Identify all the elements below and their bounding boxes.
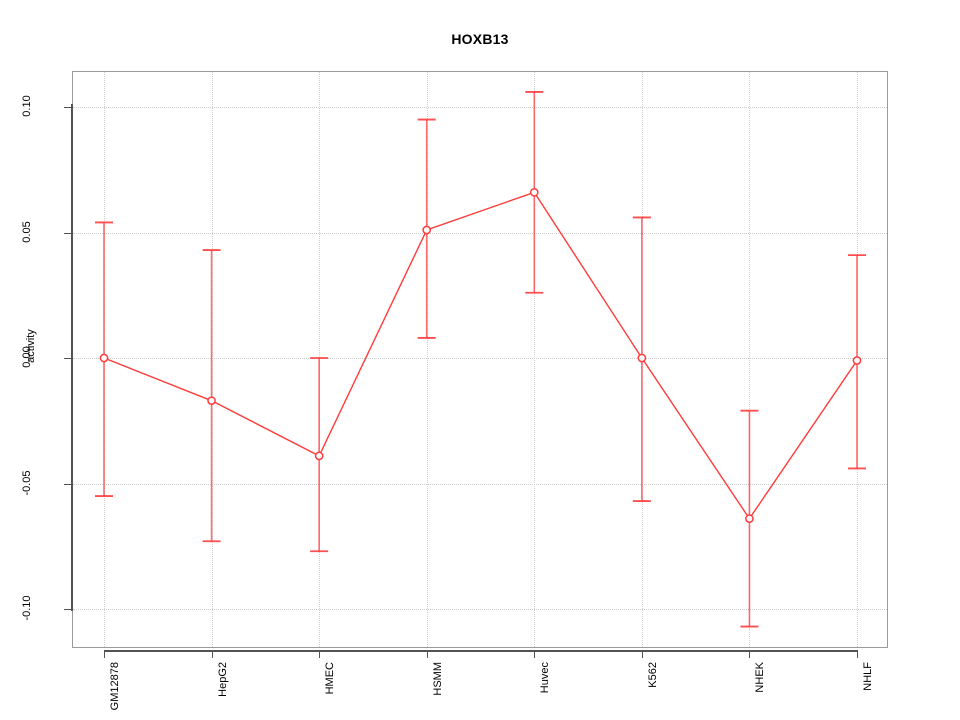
vertical-gridline [534, 72, 536, 647]
horizontal-gridline [73, 609, 887, 610]
y-axis-tick [64, 609, 72, 610]
y-axis-line [71, 104, 73, 611]
horizontal-gridline [73, 107, 887, 108]
x-axis-tick-label: HepG2 [216, 662, 229, 697]
x-axis-tick [426, 650, 428, 658]
series-line [103, 191, 858, 520]
y-axis-title: activity [25, 329, 37, 363]
x-axis-tick [749, 650, 751, 658]
x-axis-tick-label: HSMM [431, 662, 444, 696]
y-axis-tick [64, 483, 72, 485]
x-axis-line [104, 650, 857, 652]
x-axis-tick [211, 650, 213, 658]
horizontal-gridline [73, 358, 887, 359]
y-axis-tick-label: 0.05 [21, 220, 33, 243]
data-point-marker [422, 225, 432, 235]
chart-title: HOXB13 [451, 31, 509, 47]
y-axis-tick-label: -0.05 [21, 469, 33, 496]
x-axis-tick-label: K562 [646, 662, 659, 688]
x-axis-tick-label: NHEK [754, 662, 767, 693]
y-axis-tick-label: -0.10 [21, 595, 33, 621]
vertical-gridline [749, 72, 751, 647]
data-point-marker [529, 187, 539, 197]
x-axis-tick [319, 650, 321, 658]
y-axis-tick [64, 107, 72, 108]
horizontal-gridline [73, 483, 887, 485]
data-point-marker [852, 356, 862, 365]
x-axis-tick [857, 650, 858, 658]
x-axis-tick-label: GM12878 [109, 662, 121, 711]
x-axis-tick [104, 650, 105, 658]
x-axis-tick-label: HMEC [324, 662, 337, 695]
x-axis-tick-label: NHLF [862, 662, 874, 691]
x-axis-tick [534, 650, 536, 658]
y-axis-tick-label: 0.10 [21, 95, 33, 117]
plot-area [73, 72, 887, 647]
data-point-marker [745, 514, 754, 523]
series-errorbar-plot [95, 91, 866, 628]
x-axis-tick-label: Huvec [539, 662, 552, 694]
horizontal-gridline [73, 232, 887, 234]
vertical-gridline [426, 72, 428, 647]
data-point-marker [637, 353, 647, 363]
y-axis-tick [64, 232, 72, 234]
data-point-marker [207, 396, 216, 406]
data-point-marker [99, 353, 109, 363]
data-point-marker [314, 451, 324, 461]
y-axis-tick [64, 358, 72, 359]
x-axis-tick [641, 650, 643, 658]
